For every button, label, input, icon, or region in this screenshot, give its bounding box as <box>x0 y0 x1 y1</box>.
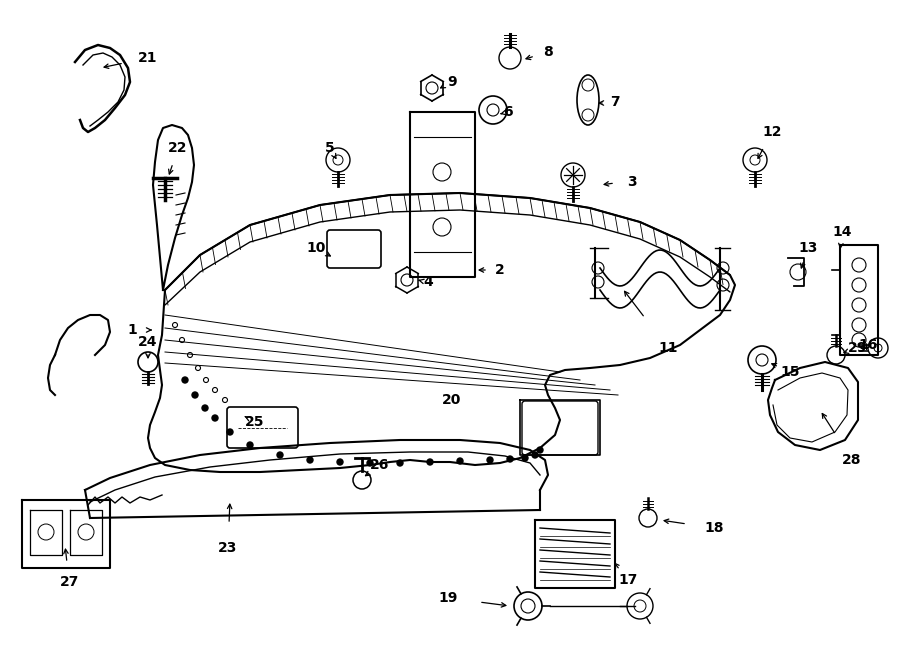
Circle shape <box>487 457 493 463</box>
Text: 24: 24 <box>139 335 158 349</box>
Text: 8: 8 <box>543 45 553 59</box>
Text: 6: 6 <box>503 105 513 119</box>
Circle shape <box>427 459 433 465</box>
Text: 4: 4 <box>423 275 433 289</box>
Text: 22: 22 <box>168 141 188 155</box>
Circle shape <box>277 452 283 458</box>
Text: 7: 7 <box>610 95 620 109</box>
Circle shape <box>537 447 543 453</box>
Circle shape <box>182 377 188 383</box>
Text: 20: 20 <box>442 393 462 407</box>
Circle shape <box>367 460 373 466</box>
Text: 27: 27 <box>60 575 80 589</box>
Text: 11: 11 <box>658 341 678 355</box>
Text: 26: 26 <box>370 458 390 472</box>
Text: 14: 14 <box>832 225 851 239</box>
Text: 29: 29 <box>849 341 868 355</box>
Circle shape <box>192 392 198 398</box>
Text: 1: 1 <box>127 323 137 337</box>
Text: 12: 12 <box>762 125 782 139</box>
Circle shape <box>522 455 528 461</box>
Text: 25: 25 <box>245 415 265 429</box>
Circle shape <box>227 429 233 435</box>
Text: 10: 10 <box>306 241 326 255</box>
Circle shape <box>457 458 463 464</box>
Circle shape <box>532 452 538 458</box>
Circle shape <box>247 442 253 448</box>
Text: 9: 9 <box>447 75 457 89</box>
Text: 16: 16 <box>859 338 877 352</box>
Text: 13: 13 <box>798 241 818 255</box>
Text: 17: 17 <box>618 573 638 587</box>
Text: 5: 5 <box>325 141 335 155</box>
Text: 3: 3 <box>627 175 637 189</box>
Text: 18: 18 <box>704 521 724 535</box>
Text: 2: 2 <box>495 263 505 277</box>
Text: 21: 21 <box>139 51 158 65</box>
Circle shape <box>307 457 313 463</box>
Circle shape <box>202 405 208 411</box>
Circle shape <box>337 459 343 465</box>
Text: 19: 19 <box>438 591 458 605</box>
Text: 28: 28 <box>842 453 862 467</box>
Text: 23: 23 <box>219 541 238 555</box>
Circle shape <box>212 415 218 421</box>
Circle shape <box>397 460 403 466</box>
Circle shape <box>507 456 513 462</box>
Text: 15: 15 <box>780 365 800 379</box>
